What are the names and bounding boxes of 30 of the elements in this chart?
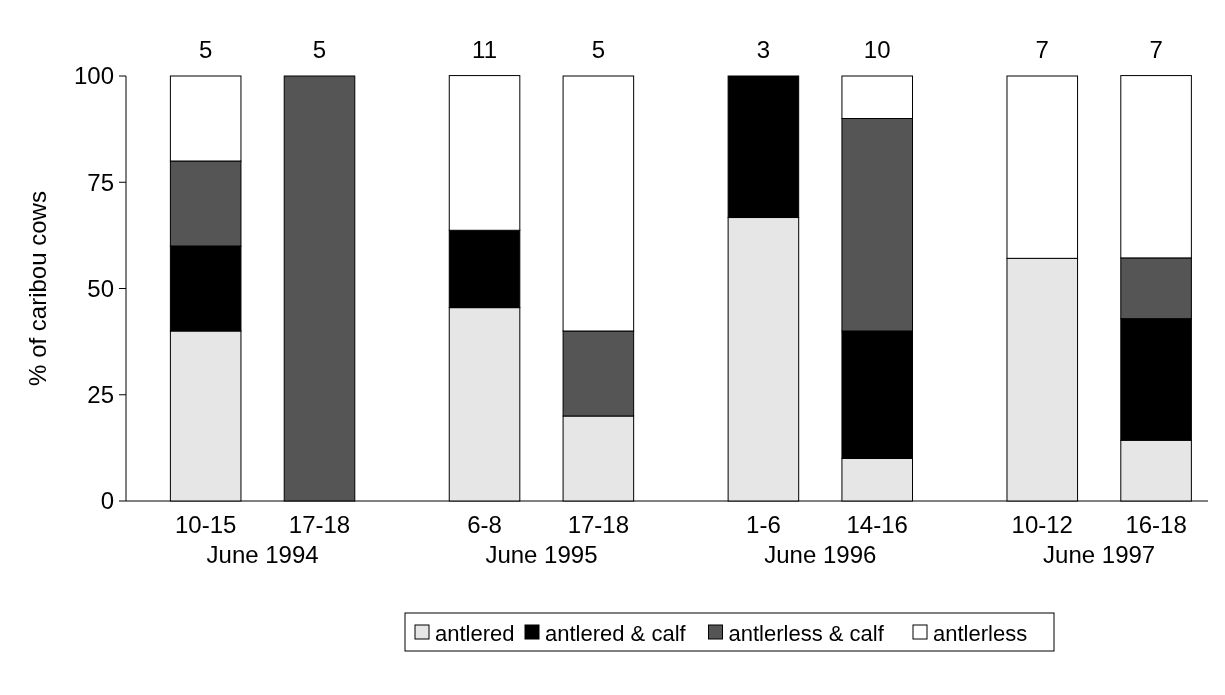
text: 3 xyxy=(756,36,771,63)
y-axis-title: % of caribou cows xyxy=(24,191,51,386)
text: June 1996 xyxy=(764,541,877,568)
text: 10 xyxy=(863,36,891,63)
x-tick-label: 17-18 xyxy=(567,511,630,538)
y-tick-label: 100 xyxy=(73,62,114,90)
x-tick-label: 10-12 xyxy=(1011,511,1073,538)
text: 5 xyxy=(312,36,327,63)
text: June 1997 xyxy=(1043,541,1156,568)
x-tick-label: 6-8 xyxy=(467,511,502,538)
x-tick-label: 10-15 xyxy=(174,511,237,538)
text: 7 xyxy=(1035,36,1049,63)
legend-label: antlerless & calf xyxy=(728,620,885,646)
y-tick-label: 50 xyxy=(87,274,114,302)
text: June 1995 xyxy=(485,541,598,568)
x-tick-label: 17-18 xyxy=(288,511,351,538)
text: 7 xyxy=(1149,36,1163,63)
y-tick-label: 75 xyxy=(87,168,114,196)
text: 5 xyxy=(591,36,606,63)
legend-label: antlered & calf xyxy=(545,620,687,646)
legend-label: antlered xyxy=(435,620,515,646)
x-tick-label: 16-18 xyxy=(1125,511,1187,538)
y-tick-label: 25 xyxy=(87,381,114,409)
x-tick-label: 14-16 xyxy=(846,511,908,538)
legend-label: antlerless xyxy=(933,620,1028,646)
x-tick-label: 1-6 xyxy=(746,511,781,538)
text: 5 xyxy=(199,36,213,63)
text: 11 xyxy=(472,36,497,63)
text: June 1994 xyxy=(206,541,319,568)
y-tick-label: 0 xyxy=(100,487,114,515)
